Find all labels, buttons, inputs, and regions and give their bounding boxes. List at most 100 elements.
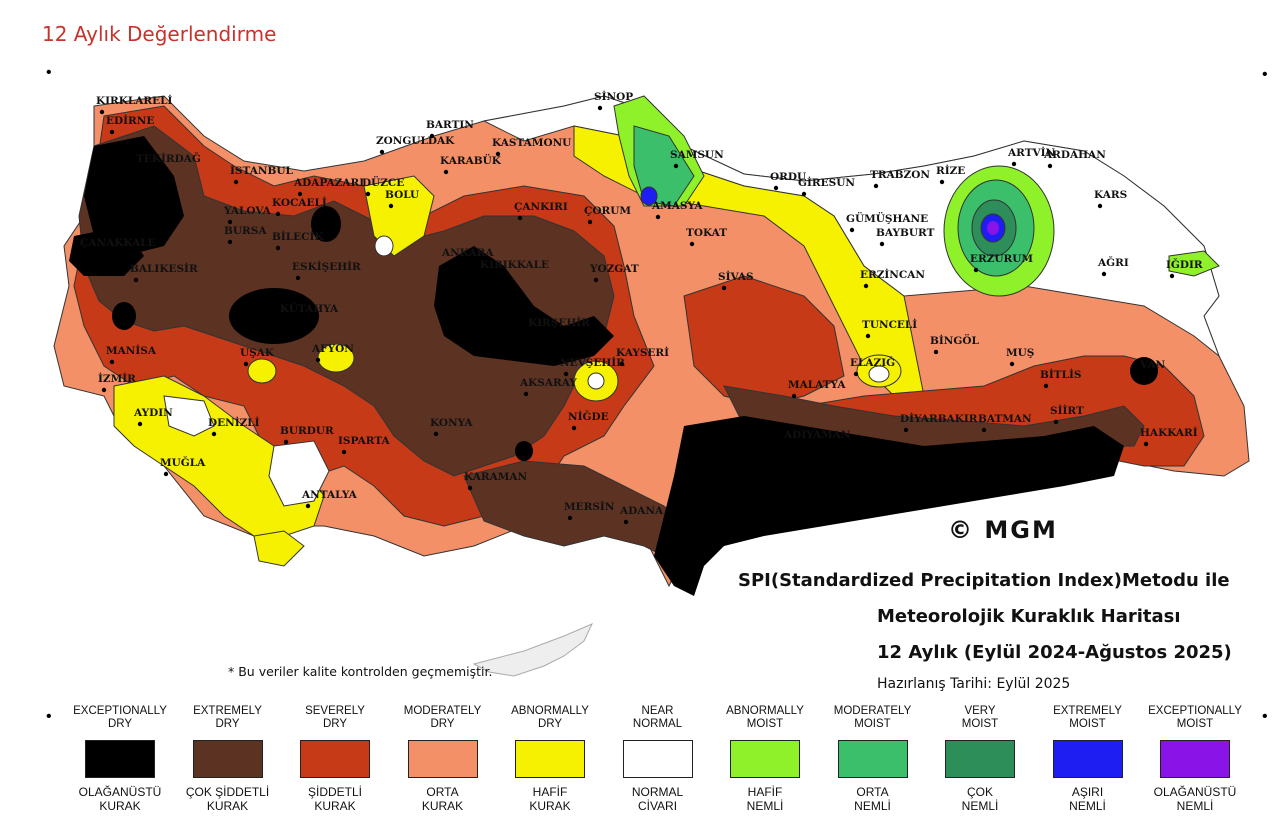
city-dot bbox=[101, 387, 107, 393]
legend-label-en: ABNORMALLY DRY bbox=[511, 705, 589, 730]
city-dot bbox=[429, 133, 435, 139]
land-near-normal-mugla bbox=[268, 440, 330, 507]
legend-item: SEVERELY DRY ŞİDDETLİ KURAK bbox=[279, 704, 391, 813]
city-label: TRABZON bbox=[870, 169, 930, 181]
city-label: MERSİN bbox=[564, 499, 615, 513]
city-label: IĞDIR bbox=[1166, 257, 1203, 271]
city-dot bbox=[99, 109, 105, 115]
city-label: ÇANAKKALE bbox=[80, 237, 156, 249]
legend-item: EXCEPTIONALLY DRY OLAĞANÜSTÜ KURAK bbox=[64, 704, 176, 813]
city-dot bbox=[283, 439, 289, 445]
city-label: ANKARA bbox=[441, 247, 494, 259]
city-dot bbox=[517, 215, 523, 221]
city-dot bbox=[673, 163, 679, 169]
legend-label-en: NEAR NORMAL bbox=[632, 705, 683, 730]
drought-map: KIRKLARELİ EDİRNE TEKİRDAĞ İSTANBUL KOCAELİ Y… bbox=[44, 66, 1280, 706]
city-label: SİİRT bbox=[1050, 403, 1084, 417]
legend-swatch bbox=[945, 740, 1015, 778]
city-label: ORDU bbox=[770, 171, 806, 183]
legend-label-tr: ORTA KURAK bbox=[421, 785, 464, 813]
legend-label-tr: NORMAL CİVARI bbox=[631, 785, 684, 813]
legend-swatch bbox=[407, 740, 478, 778]
city-label: BAYBURT bbox=[876, 227, 935, 239]
city-label: NEVŞEHİR bbox=[560, 355, 625, 369]
land-exceptionally-dry-van bbox=[1130, 357, 1158, 385]
city-dot bbox=[379, 149, 385, 155]
city-dot bbox=[563, 371, 569, 377]
city-label: ANTALYA bbox=[301, 489, 358, 501]
corner-marker: • bbox=[1262, 66, 1268, 83]
legend-label-tr: ÇOK ŞİDDETLİ KURAK bbox=[185, 785, 270, 813]
city-dot bbox=[137, 421, 143, 427]
city-label: BALIKESİR bbox=[130, 261, 198, 275]
city-dot bbox=[433, 431, 439, 437]
city-dot bbox=[689, 241, 695, 247]
city-dot bbox=[233, 179, 239, 185]
city-label: BİTLİS bbox=[1040, 367, 1081, 381]
legend-swatch bbox=[300, 740, 370, 778]
legend-label-tr: OLAĞANÜSTÜ NEMLİ bbox=[1153, 785, 1237, 813]
land-exceptionally-dry-sakarya bbox=[311, 206, 341, 242]
map-title-line2: Meteorolojik Kuraklık Haritası bbox=[877, 606, 1181, 627]
city-label: ÇANKIRI bbox=[514, 201, 568, 213]
city-dot bbox=[305, 503, 311, 509]
city-label: UŞAK bbox=[240, 347, 275, 359]
city-label: YALOVA bbox=[223, 205, 272, 217]
land-moist-igdir bbox=[1168, 250, 1220, 277]
map-title-line1: SPI(Standardized Precipitation Index)Met… bbox=[738, 570, 1230, 591]
city-markers: KIRKLARELİEDİRNETEKİRDAĞİSTANBULKOCAELİY… bbox=[80, 89, 1203, 525]
city-label: ESKİŞEHİR bbox=[292, 259, 361, 273]
legend-label-tr: AŞIRI NEMLİ bbox=[1069, 785, 1106, 813]
city-label: ZONGULDAK bbox=[376, 135, 455, 147]
city-label: İZMİR bbox=[98, 371, 136, 385]
quality-note: * Bu veriler kalite kontrolden geçmemişt… bbox=[228, 664, 493, 679]
city-dot bbox=[1097, 203, 1103, 209]
city-dot bbox=[863, 283, 869, 289]
city-dot bbox=[227, 219, 233, 225]
city-dot bbox=[283, 317, 289, 323]
city-label: BATMAN bbox=[978, 413, 1032, 425]
legend-item: EXCEPTIONALLY MOIST OLAĞANÜSTÜ NEMLİ bbox=[1139, 704, 1251, 813]
city-label: AFYON bbox=[311, 343, 354, 355]
land-exceptionally-dry-ankara bbox=[434, 246, 614, 366]
prepared-date: Hazırlanış Tarihi: Eylül 2025 bbox=[877, 676, 1071, 692]
land-near-normal-elazig bbox=[868, 365, 890, 383]
land-near-normal-bolu bbox=[374, 235, 394, 257]
city-label: MUŞ bbox=[1006, 347, 1034, 359]
city-dot bbox=[388, 203, 394, 209]
city-label: ERZURUM bbox=[970, 253, 1033, 265]
city-dot bbox=[133, 277, 139, 283]
city-label: KAYSERİ bbox=[616, 345, 669, 359]
city-dot bbox=[1143, 441, 1149, 447]
city-dot bbox=[853, 371, 859, 377]
legend-label-en: EXCEPTIONALLY DRY bbox=[73, 705, 167, 730]
city-dot bbox=[973, 267, 979, 273]
city-dot bbox=[163, 471, 169, 477]
legend-label-en: MODERATELY DRY bbox=[403, 705, 482, 730]
city-dot bbox=[1169, 273, 1175, 279]
map-title-line3: 12 Aylık (Eylül 2024-Ağustos 2025) bbox=[877, 642, 1232, 663]
city-label: ARTVİN bbox=[1007, 145, 1056, 159]
city-dot bbox=[865, 333, 871, 339]
land-severely-dry-east bbox=[683, 275, 845, 407]
legend-item: MODERATELY MOIST ORTA NEMLİ bbox=[817, 704, 929, 813]
city-dot bbox=[495, 151, 501, 157]
city-label: ADANA bbox=[619, 505, 664, 517]
city-label: DİYARBAKIR bbox=[900, 411, 978, 425]
city-dot bbox=[939, 179, 945, 185]
city-dot bbox=[211, 431, 217, 437]
city-label: TOKAT bbox=[686, 227, 727, 239]
legend-swatch bbox=[622, 740, 693, 778]
land-exceptionally-dry-marmara bbox=[69, 226, 144, 276]
land-extremely-dry bbox=[78, 125, 615, 477]
city-label: NİĞDE bbox=[568, 409, 609, 423]
city-dot bbox=[1101, 271, 1107, 277]
legend-label-en: ABNORMALLY MOIST bbox=[726, 705, 804, 730]
turkey-spi-map: KIRKLARELİEDİRNETEKİRDAĞİSTANBULKOCAELİY… bbox=[53, 89, 1250, 677]
city-label: DENİZLİ bbox=[208, 415, 260, 429]
city-dot bbox=[791, 393, 797, 399]
city-dot bbox=[879, 241, 885, 247]
city-label: EDİRNE bbox=[106, 113, 154, 127]
land-moderately-moist-samsun bbox=[633, 125, 695, 207]
city-dot bbox=[597, 105, 603, 111]
